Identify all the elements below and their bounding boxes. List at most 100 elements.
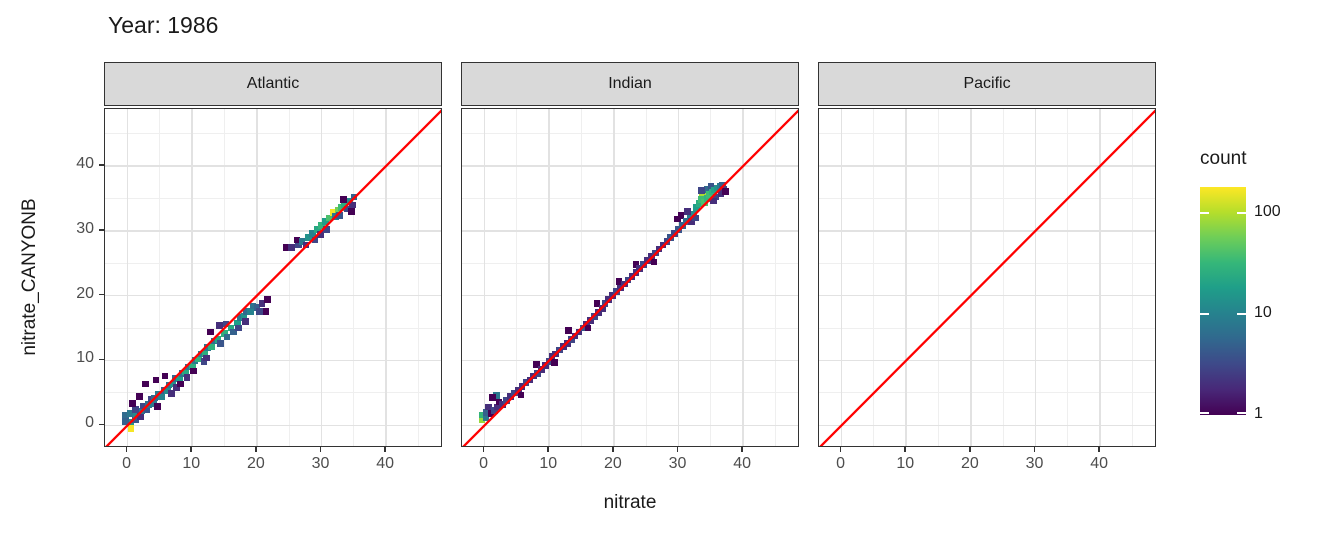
bin bbox=[222, 320, 230, 328]
gridline-major bbox=[819, 359, 1155, 362]
gridline-minor bbox=[873, 109, 875, 446]
y-tick-mark bbox=[99, 423, 104, 426]
y-tick-mark bbox=[99, 358, 104, 361]
x-tick-label: 20 bbox=[603, 455, 622, 472]
bin bbox=[173, 384, 181, 391]
legend-tick-mark bbox=[1237, 211, 1246, 214]
gridline-minor bbox=[819, 262, 1155, 264]
panel-indian bbox=[461, 108, 799, 447]
x-tick-mark bbox=[904, 447, 907, 452]
x-axis: 0 10 20 30 40 bbox=[818, 447, 1156, 483]
x-tick-mark bbox=[482, 447, 485, 452]
bin bbox=[311, 236, 319, 244]
bin bbox=[157, 393, 165, 401]
bin bbox=[337, 204, 345, 211]
bin bbox=[164, 387, 171, 394]
gridline-major bbox=[819, 424, 1155, 427]
bin bbox=[693, 204, 700, 211]
gridline-minor bbox=[645, 109, 647, 446]
gridline-major bbox=[320, 109, 323, 446]
x-tick-label: 10 bbox=[182, 455, 201, 472]
bin bbox=[293, 236, 301, 244]
gridline-minor bbox=[105, 327, 441, 329]
x-tick-label: 20 bbox=[246, 455, 265, 472]
y-tick-label: 40 bbox=[76, 155, 94, 173]
gridline-major bbox=[105, 230, 441, 232]
x-tick-label: 40 bbox=[1090, 455, 1109, 472]
facet-strip: Indian bbox=[461, 62, 799, 106]
gridline-minor bbox=[105, 197, 441, 199]
bin bbox=[214, 336, 222, 344]
gridline-minor bbox=[462, 262, 798, 264]
x-tick-mark bbox=[839, 447, 842, 452]
bin bbox=[256, 307, 263, 315]
gridline-major bbox=[905, 109, 907, 446]
identity-line bbox=[819, 109, 1155, 446]
gridline-major bbox=[462, 424, 798, 427]
facet-strip-label: Indian bbox=[608, 75, 652, 92]
gridline-minor bbox=[462, 327, 798, 329]
bin bbox=[236, 314, 244, 321]
gridline-major bbox=[105, 165, 441, 167]
facet-atlantic: Atlantic 0 10 20 30 40 bbox=[104, 62, 442, 482]
x-tick-label: 0 bbox=[479, 455, 489, 472]
y-tick-mark bbox=[99, 164, 104, 166]
y-tick-label: 20 bbox=[76, 284, 94, 302]
legend-tick-mark bbox=[1200, 211, 1209, 214]
gridline-major bbox=[462, 230, 798, 232]
bin bbox=[492, 392, 500, 399]
bin bbox=[677, 212, 685, 219]
identity-line bbox=[462, 109, 798, 446]
bin bbox=[322, 218, 329, 226]
gridline-major bbox=[462, 359, 798, 362]
bin bbox=[305, 234, 312, 241]
gridline-minor bbox=[819, 133, 1155, 135]
bin bbox=[517, 391, 525, 399]
x-tick-mark bbox=[125, 447, 128, 452]
bin bbox=[243, 307, 250, 315]
bin bbox=[489, 394, 496, 401]
gridline-major bbox=[462, 165, 798, 167]
gridline-minor bbox=[159, 109, 161, 446]
bin bbox=[191, 357, 199, 364]
bin bbox=[183, 374, 191, 381]
gridline-minor bbox=[105, 262, 441, 264]
bin bbox=[230, 328, 237, 336]
bin bbox=[485, 403, 492, 411]
bin bbox=[703, 195, 711, 202]
bin bbox=[684, 208, 691, 215]
legend-tick-mark bbox=[1237, 412, 1246, 414]
bin bbox=[329, 209, 337, 216]
gridline-minor bbox=[1002, 109, 1004, 446]
gridline-minor bbox=[819, 392, 1155, 394]
x-tick-label: 10 bbox=[896, 455, 915, 472]
x-tick-mark bbox=[676, 447, 679, 452]
bin bbox=[169, 380, 177, 388]
x-tick-mark bbox=[612, 447, 614, 452]
bin bbox=[712, 193, 720, 201]
x-tick-label: 40 bbox=[376, 455, 395, 472]
bin bbox=[325, 214, 333, 222]
facet-strip-label: Atlantic bbox=[246, 75, 300, 92]
gridline-minor bbox=[105, 133, 441, 135]
bin bbox=[341, 201, 349, 209]
legend-colorbar bbox=[1200, 187, 1246, 415]
bin bbox=[253, 304, 261, 311]
facet-strip: Pacific bbox=[818, 62, 1156, 106]
bin bbox=[632, 261, 640, 268]
x-axis: 0 10 20 30 40 bbox=[104, 447, 442, 483]
x-tick-label: 0 bbox=[122, 455, 132, 472]
bin bbox=[195, 355, 202, 363]
bin bbox=[185, 363, 192, 371]
bin bbox=[150, 399, 157, 407]
bin bbox=[262, 307, 270, 315]
gridline-minor bbox=[224, 109, 226, 446]
bin bbox=[207, 328, 214, 336]
bin bbox=[511, 389, 518, 397]
x-tick-mark bbox=[1033, 447, 1036, 452]
gridline-major bbox=[1034, 109, 1037, 446]
panel-atlantic bbox=[104, 108, 442, 447]
gridline-minor bbox=[774, 109, 776, 446]
bin bbox=[127, 425, 135, 432]
